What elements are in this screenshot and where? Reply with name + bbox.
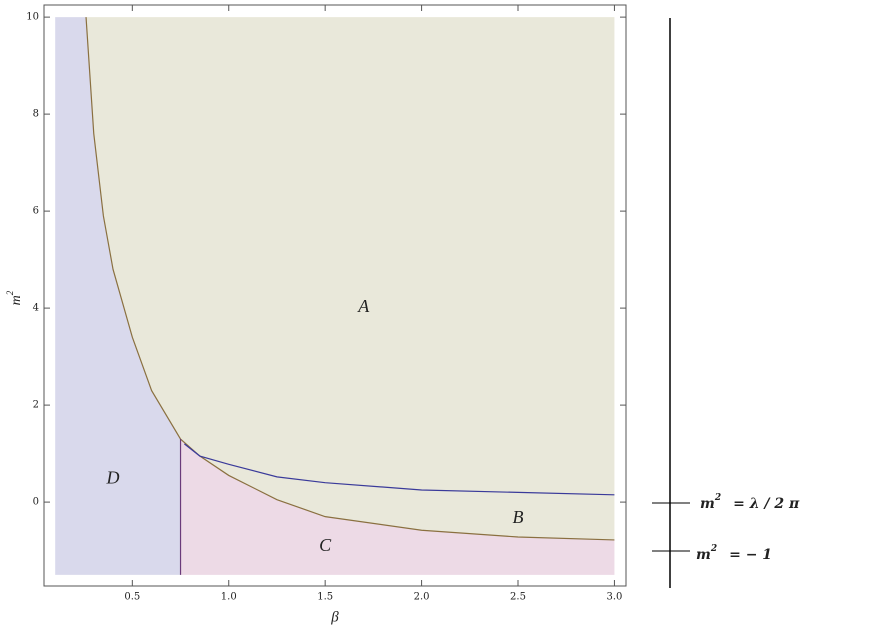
side-label: m2 = − 1 [696, 544, 772, 564]
x-tick-label: 2.0 [414, 592, 430, 603]
region-label: B [513, 507, 524, 527]
region-label: A [357, 296, 370, 316]
y-tick-label: 10 [26, 12, 39, 23]
y-tick-label: 8 [33, 109, 39, 120]
region [86, 17, 615, 540]
x-tick-label: 2.5 [510, 592, 526, 603]
side-var: m [700, 496, 715, 512]
x-axis-label: β [330, 609, 339, 625]
x-tick-label: 1.5 [317, 592, 333, 603]
y-tick-label: 0 [33, 497, 39, 508]
y-tick-label: 6 [33, 206, 39, 217]
side-var: m [696, 547, 711, 563]
side-sup: 2 [714, 493, 721, 503]
plot-frame [43, 4, 627, 587]
side-rest: = λ / 2 π [733, 496, 800, 512]
x-tick-label: 0.5 [124, 592, 140, 603]
region-label: D [106, 467, 120, 487]
x-tick-label: 1.0 [221, 592, 237, 603]
region [180, 439, 615, 575]
y-label-sup: 2 [5, 290, 15, 295]
x-tick-label: 3.0 [606, 592, 622, 603]
plot: A B C D 0.5 1.0 1.5 2.0 2.5 3.0 0 2 4 6 8 10 [26, 4, 627, 603]
region-label: C [319, 535, 332, 555]
curve [85, 17, 615, 541]
side-sup: 2 [710, 544, 717, 554]
side-label: m2 = λ / 2 π [700, 493, 800, 513]
y-tick-label: 2 [33, 400, 39, 411]
curve [184, 443, 615, 496]
y-tick-label: 4 [33, 303, 39, 314]
region [55, 17, 181, 575]
y-axis-label: m2 [5, 290, 24, 305]
y-label-var: m [9, 295, 24, 305]
side-rest: = − 1 [729, 547, 772, 563]
